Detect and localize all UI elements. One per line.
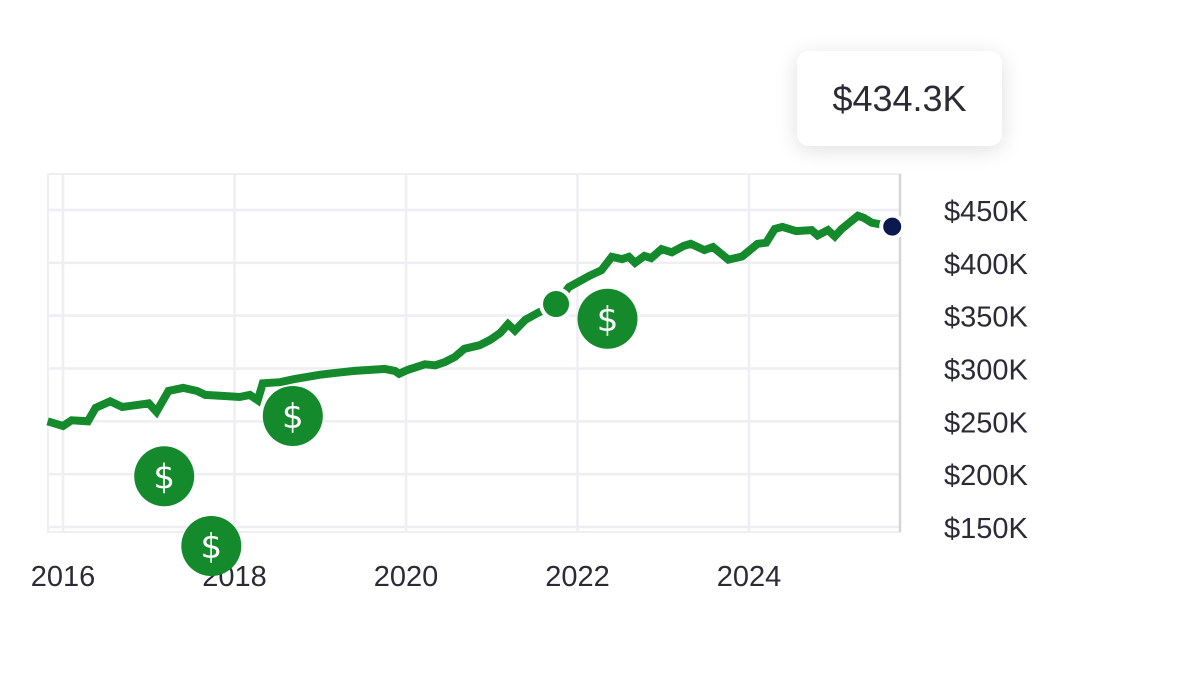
y-tick-label: $450K: [944, 196, 1029, 228]
dollar-icon-bg: [181, 516, 242, 576]
y-tick-label: $300K: [944, 354, 1029, 386]
dollar-icon-bg: [134, 446, 195, 507]
y-tick-label: $400K: [944, 249, 1029, 281]
dollar-icon: $: [200, 527, 222, 567]
sale-marker: $: [262, 386, 323, 446]
sale-marker: $: [577, 288, 638, 349]
dollar-icon-bg: [577, 288, 638, 349]
dollar-icon: $: [153, 457, 175, 497]
series-layer: [46, 211, 906, 431]
x-tick-label: 2016: [31, 561, 96, 593]
y-tick-label: $350K: [944, 302, 1029, 334]
value-line: [46, 211, 893, 431]
dollar-icon: $: [597, 300, 619, 340]
value-tooltip: $434.3K: [797, 51, 1002, 146]
y-tick-label: $150K: [944, 513, 1029, 545]
y-tick-label: $250K: [944, 407, 1029, 439]
dollar-icon: $: [282, 397, 304, 437]
x-tick-label: 2024: [717, 561, 782, 593]
x-tick-label: 2020: [374, 561, 439, 593]
current-value-dot: [879, 213, 906, 240]
dollar-icon-bg: [262, 386, 323, 446]
sale-marker: $: [134, 446, 195, 507]
y-axis-ticks: $150K $200K $250K $300K $350K $400K $450K: [944, 196, 1029, 545]
x-tick-label: 2022: [545, 561, 610, 593]
sale-marker: $: [181, 516, 242, 576]
x-axis-ticks: 2016 2018 2020 2022 2024: [31, 561, 782, 593]
sale-markers: $ $ $ $: [134, 288, 638, 576]
sale-point-dot: [539, 287, 574, 322]
y-tick-label: $200K: [944, 460, 1029, 492]
